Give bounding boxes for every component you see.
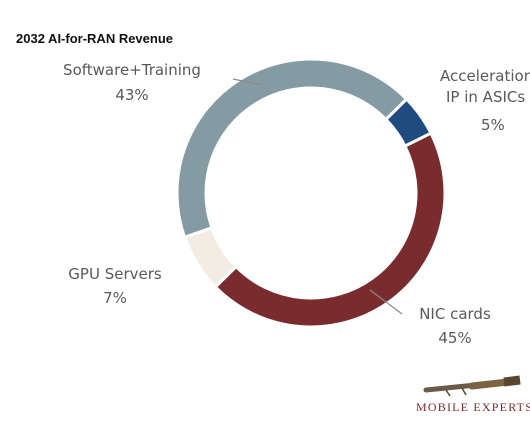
label-acceleration-line2: IP in ASICs — [446, 88, 526, 106]
label-software-name: Software+Training — [63, 61, 201, 79]
label-gpu-name: GPU Servers — [68, 265, 162, 283]
leader-line-nic — [369, 289, 403, 315]
label-acceleration-line1: Acceleration — [440, 67, 530, 85]
slice-nic-cards — [213, 131, 447, 329]
label-software-pct: 43% — [115, 86, 149, 104]
slice-software-training — [175, 57, 409, 240]
label-acceleration: Acceleration — [440, 66, 530, 86]
label-nic-pct: 45% — [438, 329, 472, 347]
leader-lines — [232, 78, 403, 315]
label-nic-name: NIC cards — [419, 305, 491, 323]
donut-slices — [175, 57, 447, 329]
brand-logo-text: MOBILE EXPERTS — [416, 400, 530, 414]
label-acceleration-pct: 5% — [481, 116, 505, 134]
leader-line-software — [232, 78, 263, 86]
chart-title: 2032 AI-for-RAN Revenue — [16, 31, 174, 46]
label-gpu-pct: 7% — [103, 289, 127, 307]
spyglass-icon — [423, 375, 521, 397]
